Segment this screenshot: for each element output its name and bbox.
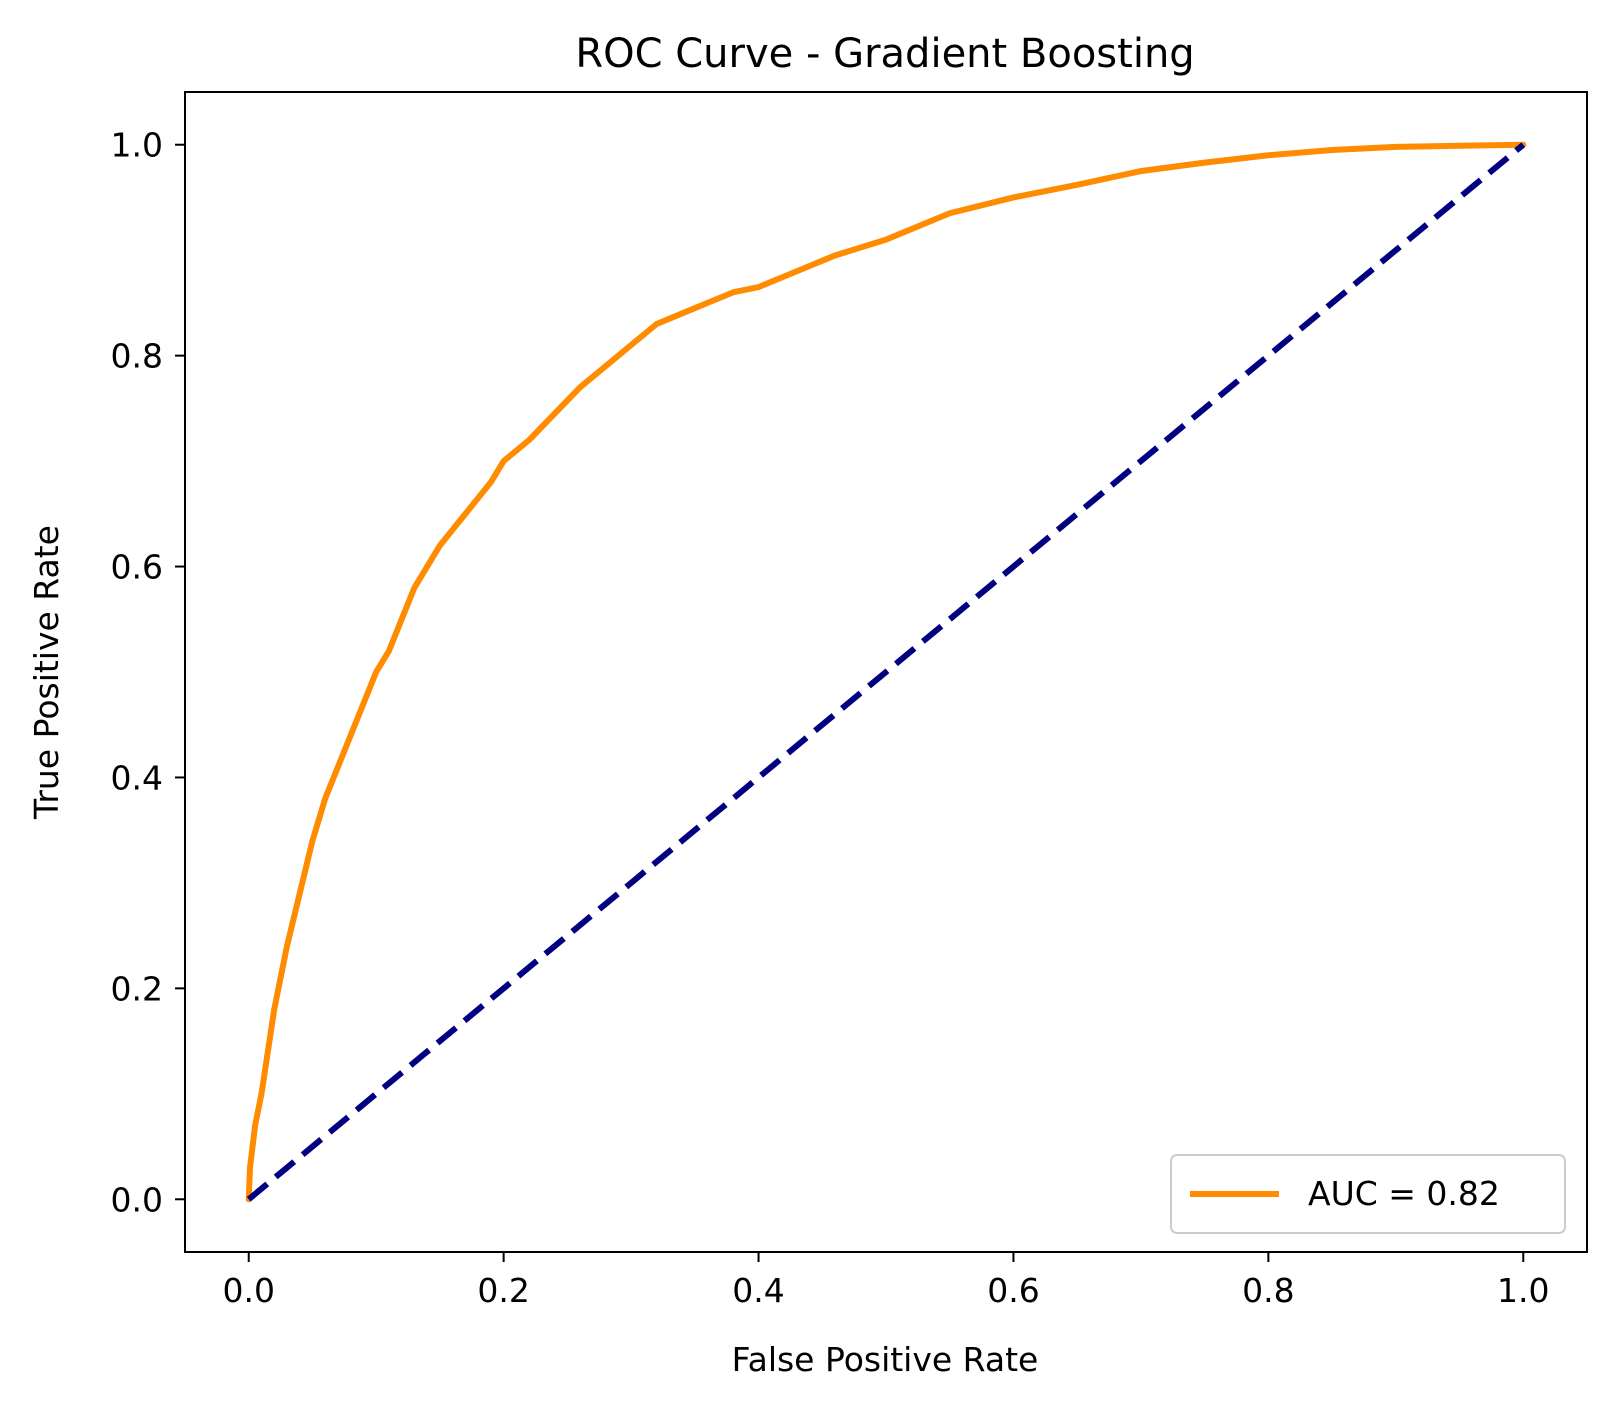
x-tick-label: 1.0 [1497, 1271, 1549, 1310]
x-tick-label: 0.6 [987, 1271, 1039, 1310]
series-chance-line [246, 142, 1526, 1202]
x-tick-label: 0.4 [732, 1271, 784, 1310]
x-axis-label: False Positive Rate [732, 1340, 1039, 1379]
x-tick-label: 0.2 [477, 1271, 529, 1310]
x-tick-label: 0.8 [1242, 1271, 1294, 1310]
y-axis-label: True Positive Rate [27, 525, 66, 820]
y-tick-label: 0.8 [111, 337, 163, 376]
y-tick-label: 0.0 [111, 1180, 163, 1219]
series-roc-curve [245, 141, 1527, 1203]
plot-area [184, 91, 1588, 1253]
y-tick-label: 0.6 [111, 548, 163, 587]
x-axis-ticks: 0.0 0.2 0.4 0.6 0.8 1.0 [222, 1252, 1550, 1310]
y-tick-label: 0.2 [111, 969, 163, 1008]
series-layer [245, 141, 1527, 1203]
x-tick-label: 0.0 [222, 1271, 274, 1310]
y-tick-label: 0.4 [111, 758, 163, 797]
y-tick-label: 1.0 [111, 126, 163, 165]
legend-box [1170, 1154, 1566, 1234]
legend-label-auc: AUC = 0.82 [1308, 1174, 1500, 1213]
y-axis-ticks: 0.0 0.2 0.4 0.6 0.8 1.0 [111, 126, 185, 1219]
legend: AUC = 0.82 [1170, 1154, 1566, 1234]
plot-frame [184, 91, 1588, 1253]
chart-title: ROC Curve - Gradient Boosting [575, 31, 1194, 77]
